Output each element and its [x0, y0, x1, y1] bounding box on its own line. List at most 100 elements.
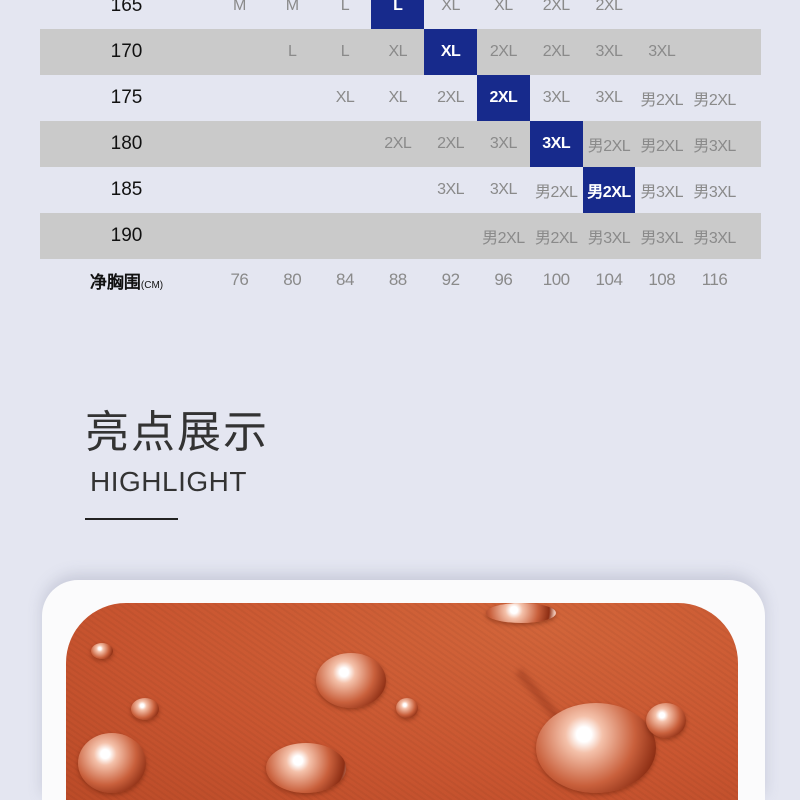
size-cell: L	[371, 0, 425, 29]
size-cell	[213, 213, 266, 259]
size-cell: 2XL	[476, 75, 530, 121]
size-cell: XL	[424, 29, 477, 75]
height-label: 185	[110, 179, 143, 200]
size-cell: 3XL	[489, 135, 517, 152]
size-cell: 3XL	[648, 43, 676, 60]
size-cell: M	[285, 0, 299, 14]
size-cell	[213, 167, 266, 213]
chest-value: 100	[542, 270, 570, 289]
size-cell: 3XL	[529, 121, 583, 167]
size-cell: 2XL	[437, 89, 465, 106]
size-cell: 男2XL	[640, 92, 684, 109]
size-cell: L	[340, 0, 350, 14]
size-cell: 3XL	[489, 181, 517, 198]
size-cell: L	[340, 43, 350, 60]
size-cell: 男2XL	[587, 138, 631, 155]
chest-value: 84	[336, 270, 354, 289]
size-cell	[371, 167, 424, 213]
size-cell	[266, 213, 319, 259]
chest-value: 96	[494, 270, 513, 289]
chest-value: 80	[283, 270, 302, 289]
height-label: 165	[110, 0, 143, 16]
size-cell: 3XL	[437, 181, 465, 198]
water-drop	[91, 643, 113, 659]
size-cell	[266, 121, 319, 167]
size-row: 175 XL XL 2XL 2XL 3XL 3XL 男2XL 男2XL	[40, 75, 761, 121]
chest-label-text: 净胸围	[89, 272, 141, 292]
chest-value: 108	[648, 270, 676, 289]
size-cell	[688, 29, 741, 75]
water-drop	[396, 698, 418, 718]
size-cell: 男2XL	[582, 167, 636, 213]
height-label: 175	[110, 87, 143, 108]
size-cell: 男2XL	[534, 230, 578, 247]
size-row: 165 M M L L XL XL 2XL 2XL	[40, 0, 761, 29]
size-cell: 2XL	[437, 135, 465, 152]
chest-value: 76	[230, 270, 249, 289]
section-title: 亮点展示	[85, 408, 269, 457]
size-cell: XL	[494, 0, 513, 14]
size-cell: 2XL	[384, 135, 412, 152]
size-cell: 男3XL	[587, 230, 631, 247]
size-cell: 3XL	[595, 89, 623, 106]
chest-value: 116	[701, 270, 728, 289]
size-cell: 男2XL	[534, 184, 578, 201]
size-cell: 男3XL	[640, 184, 684, 201]
size-cell: M	[232, 0, 246, 14]
chest-row: 净胸围(CM) 76 80 84 88 92 96 100 104 108 116	[40, 259, 761, 301]
title-underline	[85, 518, 178, 520]
chest-value: 92	[441, 270, 460, 289]
water-drop	[646, 703, 686, 738]
height-label: 180	[110, 133, 143, 154]
size-cell	[635, 0, 688, 29]
water-drop	[316, 653, 386, 708]
size-cell: 男3XL	[693, 184, 736, 201]
size-cell	[319, 213, 372, 259]
size-cell: 男3XL	[693, 230, 736, 247]
size-cell: XL	[335, 89, 355, 106]
size-cell: 2XL	[595, 0, 623, 14]
size-cell: 2XL	[542, 0, 570, 14]
size-cell	[213, 29, 266, 75]
chest-unit: (CM)	[140, 279, 164, 291]
chest-value: 104	[595, 270, 623, 289]
size-cell	[266, 75, 319, 121]
size-row: 185 3XL 3XL 男2XL 男2XL 男3XL 男3XL	[40, 167, 761, 213]
size-cell	[213, 121, 266, 167]
size-cell	[424, 213, 477, 259]
size-row: 170 L L XL XL 2XL 2XL 3XL 3XL	[40, 29, 761, 75]
section-subtitle: HIGHLIGHT	[90, 466, 247, 497]
fabric-waterproof-photo	[66, 603, 738, 800]
size-row: 180 2XL 2XL 3XL 3XL 男2XL 男2XL 男3XL	[40, 121, 761, 167]
size-cell	[213, 75, 266, 121]
height-label: 170	[110, 41, 143, 62]
size-cell: 2XL	[542, 43, 570, 60]
size-cell: 男3XL	[693, 138, 736, 155]
water-drop	[486, 603, 556, 623]
size-cell: XL	[388, 89, 408, 106]
size-cell: 3XL	[595, 43, 623, 60]
size-cell: 2XL	[489, 43, 517, 60]
water-drop	[536, 703, 656, 793]
size-cell: 男2XL	[640, 138, 684, 155]
water-drop	[266, 743, 346, 793]
size-chart-table: 165 M M L L XL XL 2XL 2XL 170 L L XL XL 2XL 2XL 3XL 3XL 17…	[40, 0, 761, 301]
size-cell	[688, 0, 741, 29]
size-cell	[266, 167, 319, 213]
size-cell: 男3XL	[640, 230, 684, 247]
size-cell: L	[287, 43, 297, 60]
height-label: 190	[110, 225, 143, 246]
size-cell	[319, 167, 372, 213]
size-cell	[319, 121, 372, 167]
size-cell: 男2XL	[482, 230, 525, 247]
size-row: 190 男2XL 男2XL 男3XL 男3XL 男3XL	[40, 213, 761, 259]
size-cell	[371, 213, 424, 259]
chest-label: 净胸围(CM)	[40, 268, 213, 293]
size-cell: XL	[388, 43, 408, 60]
size-cell: 男2XL	[693, 92, 736, 109]
water-drop	[78, 733, 146, 793]
size-cell: XL	[441, 0, 460, 14]
chest-value: 88	[388, 270, 407, 289]
water-drop	[131, 698, 159, 720]
size-cell: 3XL	[542, 89, 570, 106]
